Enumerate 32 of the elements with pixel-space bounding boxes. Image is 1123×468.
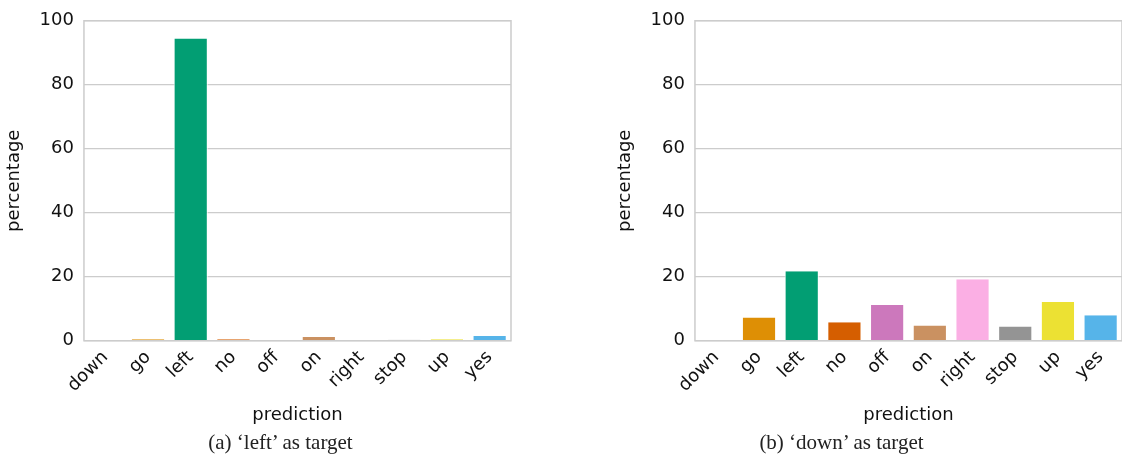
x-tick-label: no <box>819 345 851 377</box>
x-tick-label: left <box>161 345 197 382</box>
y-tick-label: 20 <box>51 264 74 286</box>
y-tick-label: 60 <box>51 136 74 158</box>
x-axis-title: prediction <box>252 402 343 424</box>
x-axis-title: prediction <box>863 402 954 424</box>
y-tick-label: 100 <box>39 8 74 30</box>
x-tick-label: go <box>734 345 766 377</box>
text: (a) ‘left’ as target <box>207 430 354 455</box>
y-tick-label: 80 <box>51 72 74 94</box>
y-tick-label: 80 <box>662 72 685 94</box>
y-axis-title: percentage <box>2 129 24 233</box>
x-tick-label: off <box>861 345 894 378</box>
x-tick-label: no <box>208 345 240 377</box>
y-tick-label: 100 <box>650 8 685 30</box>
x-tick-label: off <box>250 345 283 378</box>
x-tick-label: up <box>1033 345 1065 377</box>
x-tick-label: yes <box>458 345 496 383</box>
y-tick-label: 40 <box>51 200 74 222</box>
y-tick-label: 60 <box>662 136 685 158</box>
y-tick-label: 20 <box>662 264 685 286</box>
y-tick-label: 0 <box>62 328 74 350</box>
text: (b) ‘down’ as target <box>758 430 925 455</box>
x-tick-label: left <box>772 345 808 382</box>
x-tick-label: up <box>422 345 454 377</box>
y-tick-label: 40 <box>662 200 685 222</box>
y-axis-title: percentage <box>613 129 635 233</box>
y-tick-label: 0 <box>673 328 685 350</box>
x-tick-label: go <box>123 345 155 377</box>
x-tick-label: on <box>905 345 936 377</box>
x-tick-label: on <box>294 345 325 377</box>
x-tick-label: yes <box>1069 345 1107 383</box>
